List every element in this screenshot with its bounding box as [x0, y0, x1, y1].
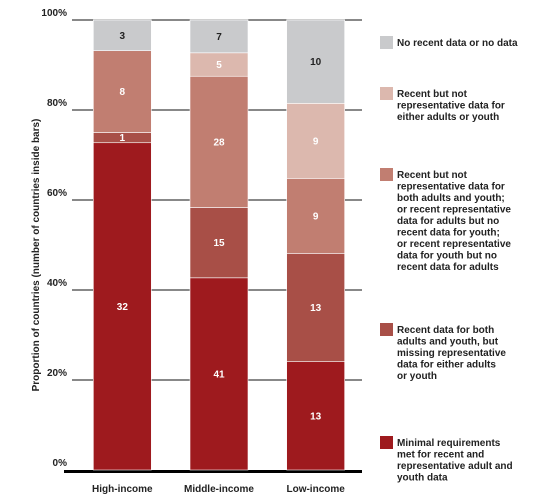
legend-swatch — [380, 87, 393, 100]
bar-segment — [286, 361, 345, 471]
y-tick-label: 0% — [53, 458, 68, 469]
legend-swatch — [380, 436, 393, 449]
legend-label: either adults or youth — [397, 112, 499, 123]
legend-label: data for either adults — [397, 360, 496, 371]
data-label: 8 — [120, 87, 126, 98]
legend-label: representative adult and — [397, 461, 513, 472]
bar-segment — [189, 207, 249, 279]
data-label: 1 — [120, 133, 126, 144]
legend-label: or recent representative — [397, 239, 511, 250]
bar-segment — [189, 75, 249, 208]
legend-label: representative data for — [397, 182, 505, 193]
bar-segment — [93, 50, 152, 133]
bars-layer: 32 1 8 3 41 15 28 5 7 13 13 9 9 10 — [93, 19, 345, 471]
data-label: 28 — [213, 137, 225, 148]
y-tick-label: 100% — [41, 8, 67, 19]
legend-label: data for adults but no — [397, 216, 499, 227]
legend-label: adults and youth, but — [397, 337, 499, 348]
legend-label: both adults and youth; — [397, 193, 505, 204]
bar-segment — [189, 277, 249, 471]
y-tick-label: 20% — [47, 368, 67, 379]
data-label: 15 — [213, 238, 225, 249]
data-label: 3 — [120, 31, 126, 42]
y-axis-title: Proportion of countries (number of count… — [31, 119, 42, 392]
legend-label: data for youth but no — [397, 251, 497, 262]
legend-label: recent data for youth; — [397, 228, 500, 239]
bar-segment — [286, 178, 345, 254]
x-category-label: High-income — [92, 484, 153, 495]
bar-segment — [286, 103, 345, 179]
legend-label: Recent but not — [397, 89, 468, 100]
data-label: 13 — [310, 411, 322, 422]
legend-label: youth data — [397, 473, 448, 484]
data-label: 9 — [313, 211, 319, 222]
legend-label: No recent data or no data — [397, 38, 518, 49]
y-tick-label: 60% — [47, 188, 67, 199]
bar-segment — [93, 142, 152, 471]
data-label: 9 — [313, 136, 319, 147]
data-label: 5 — [216, 60, 222, 71]
legend-label: Recent but not — [397, 170, 468, 181]
data-label: 32 — [117, 302, 129, 313]
legend-swatch — [380, 323, 393, 336]
legend-label: or youth — [397, 371, 437, 382]
data-label: 13 — [310, 303, 322, 314]
bar-segment — [286, 253, 345, 362]
legend-label: met for recent and — [397, 450, 484, 461]
bar-segment — [286, 19, 345, 104]
data-label: 10 — [310, 57, 322, 68]
y-tick-label: 80% — [47, 98, 67, 109]
legend-label: or recent representative — [397, 205, 511, 216]
legend-swatch — [380, 168, 393, 181]
legend-label: Recent data for both — [397, 325, 494, 336]
legend-label: Minimal requirements — [397, 438, 501, 449]
x-category-label: Middle-income — [184, 484, 254, 495]
legend-label: recent data for adults — [397, 262, 499, 273]
bar-segment — [93, 19, 152, 51]
data-label: 41 — [213, 369, 225, 380]
data-label: 7 — [216, 32, 222, 43]
legend-label: representative data for — [397, 101, 505, 112]
x-category-label: Low-income — [286, 484, 345, 495]
legend-swatch — [380, 36, 393, 49]
y-tick-label: 40% — [47, 278, 67, 289]
legend-label: missing representative — [397, 348, 506, 359]
bar-segment — [189, 19, 249, 54]
